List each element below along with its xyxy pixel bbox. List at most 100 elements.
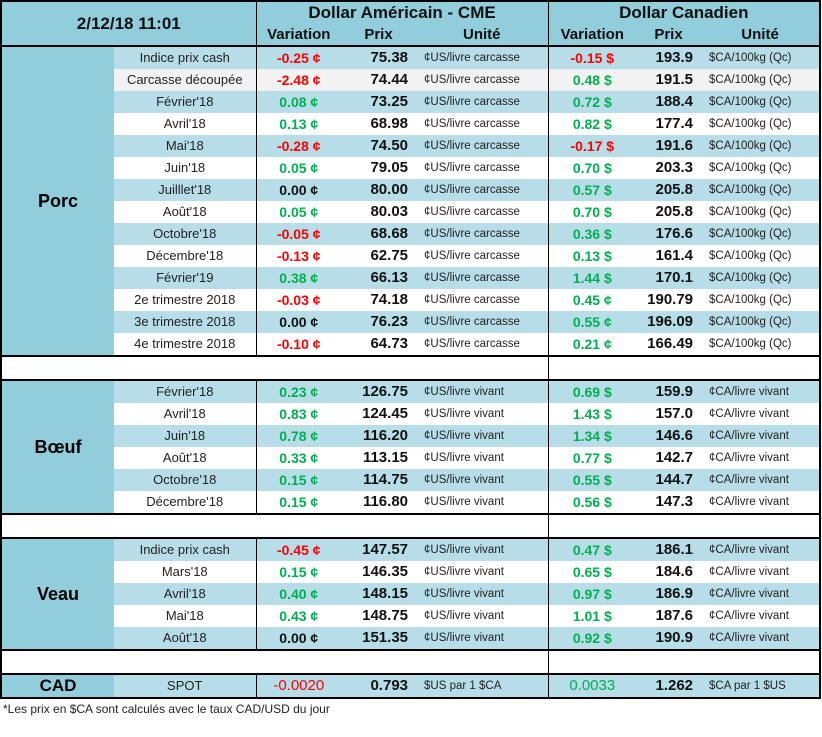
table-row: Février'18 0.08 ¢ 73.25 ¢US/livre carcasse 0… [1, 91, 821, 113]
usd-unit: ¢US/livre carcasse [416, 157, 549, 179]
cad-unit: ¢CA/livre vivant [701, 469, 821, 491]
table-row: Bœuf Février'18 0.23 ¢ 126.75 ¢US/livre viva… [1, 379, 821, 515]
row-label: Mars'18 [114, 561, 257, 583]
row-label: Octobre'18 [114, 469, 257, 491]
row-label: Mai'18 [114, 605, 257, 627]
cad-variation: 0.0033 [547, 673, 637, 698]
row-label: 4e trimestre 2018 [114, 333, 257, 356]
row-label: Juin'18 [114, 157, 257, 179]
row-label: 2e trimestre 2018 [114, 289, 257, 311]
table-row: Février'19 0.38 ¢ 66.13 ¢US/livre carcasse 1… [1, 267, 821, 289]
cad-prix: 147.3 [636, 491, 702, 514]
cad-prix: 166.49 [636, 333, 702, 356]
cad-prix: 176.6 [636, 223, 702, 245]
cad-variation-header: Variation [547, 24, 637, 46]
cad-unit: ¢CA/livre vivant [701, 491, 821, 514]
footnote: *Les prix en $CA sont calculés avec le t… [3, 702, 330, 716]
usd-prix: 68.68 [341, 223, 417, 245]
usd-unit: ¢US/livre vivant [416, 469, 549, 491]
cad-unit: $CA/100kg (Qc) [701, 157, 821, 179]
usd-unit: $US par 1 $CA [416, 673, 549, 698]
usd-unit: ¢US/livre vivant [416, 561, 549, 583]
usd-variation: -0.13 ¢ [255, 245, 342, 267]
usd-variation: 0.08 ¢ [255, 91, 342, 113]
row-label: Août'18 [114, 201, 257, 223]
cad-prix: 193.9 [636, 45, 702, 69]
usd-unit: ¢US/livre vivant [416, 538, 549, 561]
usd-unit: ¢US/livre carcasse [416, 113, 549, 135]
usd-prix: 148.15 [341, 583, 417, 605]
usd-variation-header: Variation [256, 24, 342, 46]
spacer-cell [547, 513, 821, 539]
cad-unit: $CA/100kg (Qc) [701, 201, 821, 223]
cad-unit: $CA/100kg (Qc) [701, 179, 821, 201]
cad-unit: $CA/100kg (Qc) [701, 135, 821, 157]
usd-variation: -0.10 ¢ [255, 333, 342, 356]
row-label: Juin'18 [114, 425, 257, 447]
cad-unit: $CA/100kg (Qc) [701, 289, 821, 311]
usd-prix: 64.73 [341, 333, 417, 356]
cad-variation: 1.43 $ [547, 403, 637, 425]
row-label: Février'18 [114, 91, 257, 113]
cad-prix: 144.7 [636, 469, 702, 491]
cad-variation: 0.48 $ [547, 69, 637, 91]
table-row: Avril'18 0.83 ¢ 124.45 ¢US/livre vivant 1.43… [1, 403, 821, 425]
table-row: 3e trimestre 2018 0.00 ¢ 76.23 ¢US/livre ca… [1, 311, 821, 333]
spacer-cell [1, 513, 549, 539]
row-label: Décembre'18 [114, 245, 257, 267]
usd-section-title: Dollar Américain - CME [256, 1, 549, 24]
cad-variation: 0.47 $ [547, 538, 637, 561]
spacer-row [1, 649, 821, 675]
table-row: 4e trimestre 2018 -0.10 ¢ 64.73 ¢US/livre c… [1, 333, 821, 356]
spacer-cell [1, 649, 549, 675]
cad-variation: 1.01 $ [547, 605, 637, 627]
usd-variation: 0.00 ¢ [255, 627, 342, 650]
row-label: Avril'18 [114, 113, 257, 135]
usd-prix: 74.18 [341, 289, 417, 311]
usd-prix: 148.75 [341, 605, 417, 627]
spacer-cell [547, 649, 821, 675]
table-row: Octobre'18 0.15 ¢ 114.75 ¢US/livre vivant 0.… [1, 469, 821, 491]
usd-prix: 116.80 [341, 491, 417, 514]
usd-prix: 147.57 [341, 538, 417, 561]
group-label: Veau [1, 537, 114, 651]
cad-variation: 0.65 $ [547, 561, 637, 583]
cad-prix: 142.7 [636, 447, 702, 469]
usd-variation: 0.00 ¢ [255, 179, 342, 201]
cad-variation: 1.34 $ [547, 425, 637, 447]
cad-unit: $CA/100kg (Qc) [701, 311, 821, 333]
cad-variation: 0.72 $ [547, 91, 637, 113]
cad-variation: 1.44 $ [547, 267, 637, 289]
usd-unit: ¢US/livre carcasse [416, 311, 549, 333]
usd-prix: 74.44 [341, 69, 417, 91]
usd-unit: ¢US/livre carcasse [416, 135, 549, 157]
cad-variation: 0.70 $ [547, 201, 637, 223]
cad-prix-header: Prix [636, 24, 702, 46]
cad-unit: ¢CA/livre vivant [701, 380, 821, 403]
cad-variation: 0.45 ¢ [547, 289, 637, 311]
usd-prix: 80.03 [341, 201, 417, 223]
usd-variation: 0.00 ¢ [255, 311, 342, 333]
usd-variation: -0.25 ¢ [255, 45, 342, 69]
usd-variation: -0.28 ¢ [255, 135, 342, 157]
usd-unite-header: Unité [416, 24, 549, 46]
price-table: 2/12/18 11:01 Dollar Américain - CME Dol… [0, 0, 822, 699]
usd-unit: ¢US/livre carcasse [416, 245, 549, 267]
table-row: Août'18 0.33 ¢ 113.15 ¢US/livre vivant 0.77 … [1, 447, 821, 469]
cad-variation: 0.56 $ [547, 491, 637, 514]
cad-unit: $CA/100kg (Qc) [701, 245, 821, 267]
cad-spot-label: SPOT [114, 673, 257, 698]
cad-variation: 0.13 $ [547, 245, 637, 267]
usd-prix: 66.13 [341, 267, 417, 289]
cad-variation: -0.15 $ [547, 45, 637, 69]
usd-prix: 73.25 [341, 91, 417, 113]
usd-prix: 80.00 [341, 179, 417, 201]
usd-variation: 0.33 ¢ [255, 447, 342, 469]
usd-unit: ¢US/livre carcasse [416, 69, 549, 91]
cad-prix: 190.79 [636, 289, 702, 311]
usd-unit: ¢US/livre vivant [416, 425, 549, 447]
cad-prix: 205.8 [636, 179, 702, 201]
usd-prix: 124.45 [341, 403, 417, 425]
row-label: Indice prix cash [114, 538, 257, 561]
usd-variation: -2.48 ¢ [255, 69, 342, 91]
